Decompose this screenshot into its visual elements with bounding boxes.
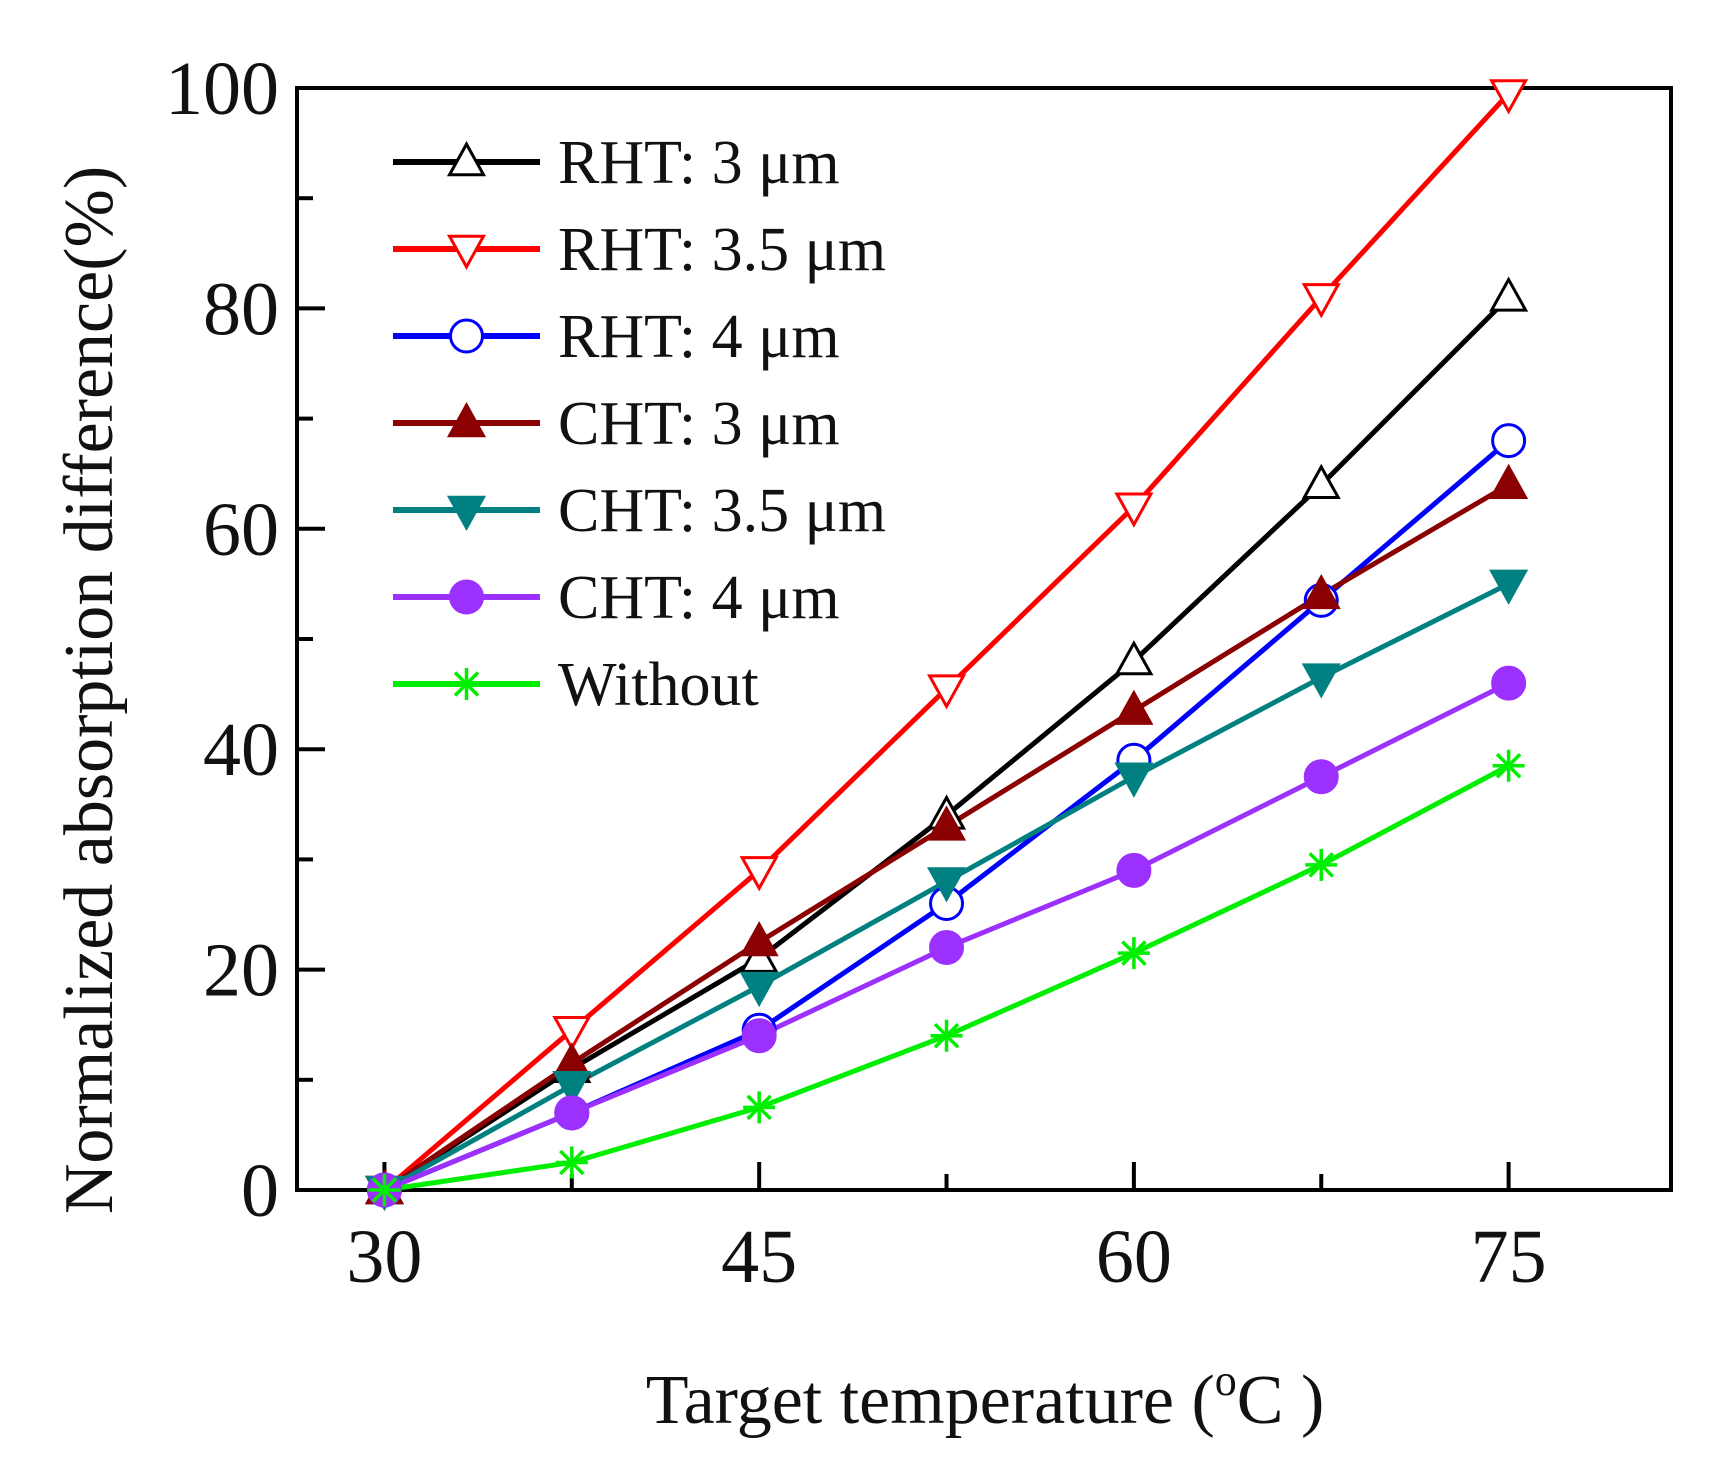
data-point-cht-3-5-m xyxy=(1489,569,1529,605)
legend-label: CHT: 3.5 μm xyxy=(558,477,886,545)
data-point-rht-3-5-m xyxy=(739,856,779,892)
legend-item-cht-3-5-m: CHT: 3.5 μm xyxy=(393,477,886,545)
axis-ticks: 30 45 60 75 0 20 40 60 80 100 xyxy=(165,47,1547,1299)
legend-item-cht-4-m: CHT: 4 μm xyxy=(393,564,840,632)
data-point-rht-4-m xyxy=(1491,423,1527,459)
data-point-rht-3-m xyxy=(1114,640,1154,676)
data-point-without xyxy=(1305,848,1338,881)
legend-label: RHT: 3 μm xyxy=(558,129,840,197)
data-point-cht-3-5-m xyxy=(1114,762,1154,798)
data-point-cht-3-5-m xyxy=(926,867,967,903)
legend-label: RHT: 4 μm xyxy=(558,303,840,371)
data-point-cht-3-m xyxy=(926,805,967,841)
y-tick-label: 100 xyxy=(165,47,279,131)
plot-frame xyxy=(295,86,1673,1192)
x-axis-title-text: Target temperature ( xyxy=(646,1362,1215,1439)
y-tick-label: 0 xyxy=(241,1149,279,1233)
x-tick-label: 60 xyxy=(1096,1215,1172,1299)
data-point-cht-3-5-m xyxy=(1301,663,1341,699)
legend-marker xyxy=(450,668,483,700)
data-point-cht-4-m xyxy=(554,1095,590,1131)
data-point-cht-3-m xyxy=(739,921,779,957)
data-point-without xyxy=(1492,749,1525,782)
data-point-cht-4-m xyxy=(929,930,965,966)
y-axis-title: Normalized absorption difference(%) xyxy=(51,166,128,1214)
legend-marker xyxy=(449,579,484,615)
data-point-cht-4-m xyxy=(1116,852,1152,888)
y-tick-label: 20 xyxy=(203,929,279,1013)
legend-marker xyxy=(449,318,484,354)
data-point-without xyxy=(743,1091,776,1124)
legend-marker xyxy=(446,495,487,531)
legend-marker xyxy=(446,141,487,177)
data-point-rht-3-m xyxy=(1489,276,1529,312)
data-point-without xyxy=(555,1146,588,1179)
data-point-cht-4-m xyxy=(1491,665,1527,701)
data-point-cht-4-m xyxy=(1303,759,1339,795)
x-axis-title-unit: C ) xyxy=(1237,1362,1325,1439)
data-point-rht-3-5-m xyxy=(1301,283,1341,319)
data-point-cht-4-m xyxy=(741,1018,777,1054)
axis-titles: Target temperature (oC ) Normalized abso… xyxy=(51,166,1324,1439)
legend-label: RHT: 3.5 μm xyxy=(558,216,886,284)
legend-label: CHT: 3 μm xyxy=(558,390,840,458)
x-tick-label: 45 xyxy=(721,1215,797,1299)
data-point-without xyxy=(368,1174,401,1206)
data-point-cht-3-m xyxy=(1489,463,1529,499)
data-point-without xyxy=(1117,937,1150,970)
data-point-cht-3-m xyxy=(1114,689,1154,725)
series-line-rht-3-m xyxy=(383,295,1511,1193)
x-axis-title: Target temperature (oC ) xyxy=(646,1356,1325,1439)
legend-item-without: Without xyxy=(393,651,759,719)
data-point-cht-3-m xyxy=(1301,573,1341,610)
legend-marker xyxy=(446,402,487,438)
legend-item-rht-3-m: RHT: 3 μm xyxy=(393,129,840,197)
data-point-cht-3-5-m xyxy=(739,971,779,1008)
data-point-rht-3-m xyxy=(1301,463,1341,499)
legend: RHT: 3 μm RHT: 3.5 μm RHT: 4 μm CHT: 3 μm CH… xyxy=(393,129,886,719)
legend-item-rht-4-m: RHT: 4 μm xyxy=(393,303,840,371)
legend-marker xyxy=(446,234,487,270)
x-tick-label: 30 xyxy=(346,1215,422,1299)
data-point-rht-3-5-m xyxy=(552,1015,592,1052)
y-tick-label: 60 xyxy=(203,488,279,572)
legend-item-rht-3-5-m: RHT: 3.5 μm xyxy=(393,216,886,284)
y-tick-label: 40 xyxy=(203,708,279,792)
legend-label: CHT: 4 μm xyxy=(558,564,840,632)
x-tick-label: 75 xyxy=(1471,1215,1547,1299)
data-point-rht-3-5-m xyxy=(926,674,967,710)
series-markers xyxy=(364,79,1529,1211)
legend-item-cht-3-m: CHT: 3 μm xyxy=(393,390,840,458)
data-point-cht-3-5-m xyxy=(552,1071,592,1107)
x-axis-title-superscript: o xyxy=(1215,1356,1237,1405)
y-tick-label: 80 xyxy=(203,267,279,351)
data-point-rht-3-5-m xyxy=(1489,79,1529,115)
legend-label: Without xyxy=(558,651,759,719)
data-point-rht-3-5-m xyxy=(1114,492,1154,528)
data-point-without xyxy=(930,1019,963,1052)
